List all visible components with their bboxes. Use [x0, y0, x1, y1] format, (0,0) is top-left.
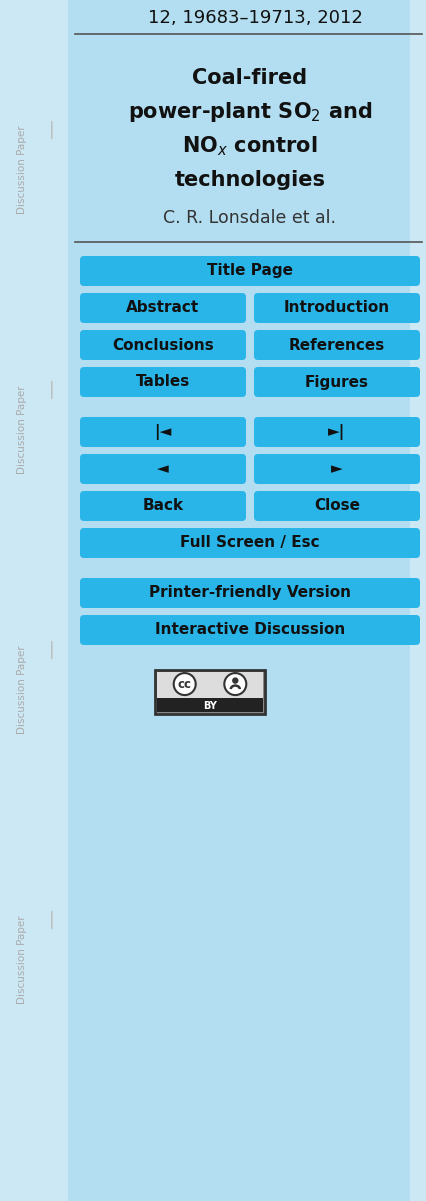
- Text: Discussion Paper: Discussion Paper: [17, 126, 27, 214]
- Text: |: |: [49, 121, 55, 139]
- Text: technologies: technologies: [174, 171, 325, 190]
- Text: |◄: |◄: [154, 424, 171, 440]
- Text: Close: Close: [313, 498, 359, 514]
- Text: ◄: ◄: [157, 461, 168, 477]
- Text: Title Page: Title Page: [207, 263, 292, 279]
- Text: C. R. Lonsdale et al.: C. R. Lonsdale et al.: [163, 209, 336, 227]
- Text: References: References: [288, 337, 384, 353]
- Text: Tables: Tables: [135, 375, 190, 389]
- FancyBboxPatch shape: [80, 330, 245, 360]
- Text: 12, 19683–19713, 2012: 12, 19683–19713, 2012: [147, 8, 362, 26]
- Text: ►: ►: [330, 461, 342, 477]
- Bar: [0, 0, 68, 1201]
- Text: NO$_x$ control: NO$_x$ control: [182, 135, 317, 157]
- FancyBboxPatch shape: [253, 491, 419, 521]
- Text: Back: Back: [142, 498, 183, 514]
- FancyBboxPatch shape: [253, 330, 419, 360]
- Text: Conclusions: Conclusions: [112, 337, 213, 353]
- Text: BY: BY: [203, 701, 216, 711]
- Text: |: |: [49, 381, 55, 399]
- FancyBboxPatch shape: [80, 368, 245, 398]
- Text: ►|: ►|: [328, 424, 345, 440]
- FancyBboxPatch shape: [80, 615, 419, 645]
- FancyBboxPatch shape: [80, 417, 245, 447]
- Text: |: |: [49, 641, 55, 659]
- Text: Coal-fired: Coal-fired: [192, 68, 307, 88]
- Text: cc: cc: [177, 677, 191, 691]
- FancyBboxPatch shape: [80, 491, 245, 521]
- Text: |: |: [49, 912, 55, 930]
- Text: power-plant SO$_2$ and: power-plant SO$_2$ and: [128, 100, 371, 124]
- Circle shape: [173, 673, 195, 695]
- Text: Interactive Discussion: Interactive Discussion: [155, 622, 344, 638]
- Text: Abstract: Abstract: [126, 300, 199, 316]
- FancyBboxPatch shape: [253, 454, 419, 484]
- Text: Introduction: Introduction: [283, 300, 389, 316]
- Bar: [157, 673, 262, 700]
- Bar: [155, 670, 265, 715]
- Circle shape: [232, 677, 238, 683]
- FancyBboxPatch shape: [80, 293, 245, 323]
- FancyBboxPatch shape: [80, 454, 245, 484]
- Circle shape: [224, 673, 246, 695]
- FancyBboxPatch shape: [253, 417, 419, 447]
- Bar: [409, 0, 426, 1201]
- Text: Printer-friendly Version: Printer-friendly Version: [149, 586, 350, 600]
- Text: Discussion Paper: Discussion Paper: [17, 915, 27, 1004]
- FancyBboxPatch shape: [80, 578, 419, 608]
- FancyBboxPatch shape: [80, 528, 419, 558]
- Text: Full Screen / Esc: Full Screen / Esc: [180, 536, 319, 550]
- Text: Discussion Paper: Discussion Paper: [17, 646, 27, 734]
- Bar: [157, 698, 262, 712]
- FancyBboxPatch shape: [253, 368, 419, 398]
- Text: Figures: Figures: [304, 375, 368, 389]
- FancyBboxPatch shape: [80, 256, 419, 286]
- FancyBboxPatch shape: [253, 293, 419, 323]
- Text: Discussion Paper: Discussion Paper: [17, 386, 27, 474]
